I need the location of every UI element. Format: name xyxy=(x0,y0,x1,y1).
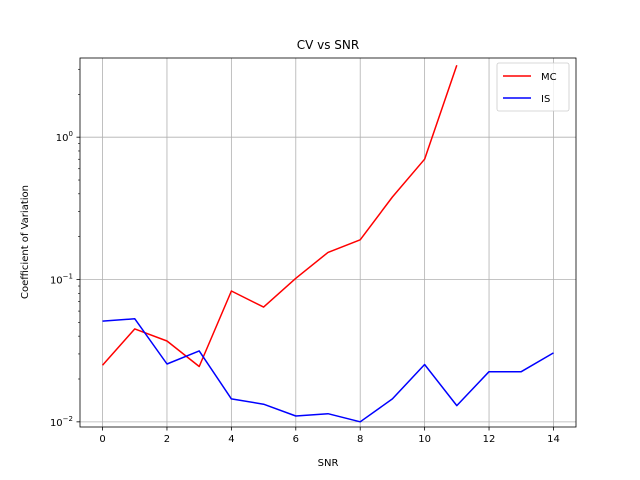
x-tick-label: 12 xyxy=(483,434,496,445)
series-lines xyxy=(101,65,554,423)
legend: MC IS xyxy=(496,62,570,112)
x-axis-label: SNR xyxy=(318,458,339,469)
y-tick-label: 10−2 xyxy=(50,415,73,429)
y-axis-label: Coefficient of Variation xyxy=(20,185,31,299)
legend-box xyxy=(496,62,570,112)
x-ticks: 0 2 4 6 8 10 12 14 xyxy=(99,427,560,445)
chart-title: CV vs SNR xyxy=(297,38,360,52)
legend-label-mc: MC xyxy=(541,72,557,83)
x-tick-label: 0 xyxy=(99,434,105,445)
y-tick-label: 100 xyxy=(56,130,73,144)
plot-frame xyxy=(79,57,577,428)
x-tick-label: 14 xyxy=(547,434,560,445)
series-line-is xyxy=(102,318,554,423)
x-tick-label: 10 xyxy=(418,434,431,445)
series-line-mc xyxy=(101,65,458,368)
y-tick-label: 10−1 xyxy=(50,273,73,287)
x-tick-label: 8 xyxy=(357,434,363,445)
grid-lines xyxy=(80,58,576,427)
legend-label-is: IS xyxy=(541,94,550,105)
x-tick-label: 2 xyxy=(164,434,170,445)
x-tick-label: 4 xyxy=(228,434,234,445)
y-ticks: 10−2 10−1 100 xyxy=(50,68,80,429)
x-tick-label: 6 xyxy=(293,434,299,445)
